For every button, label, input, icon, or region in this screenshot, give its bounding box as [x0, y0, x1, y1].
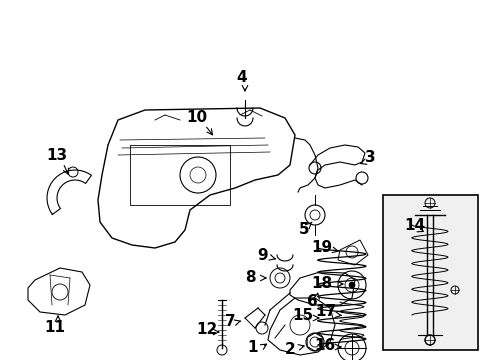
Bar: [382, 195, 477, 350]
Text: 7: 7: [224, 315, 235, 329]
Text: 2: 2: [284, 342, 295, 357]
Text: 6: 6: [306, 294, 317, 310]
Text: 10: 10: [186, 111, 207, 126]
Text: 16: 16: [314, 338, 335, 352]
Text: 17: 17: [315, 305, 336, 320]
Bar: [130, 145, 229, 205]
Text: 3: 3: [364, 150, 375, 166]
Text: 13: 13: [46, 148, 67, 162]
Text: 19: 19: [311, 240, 332, 256]
Text: 11: 11: [44, 320, 65, 336]
Text: 12: 12: [196, 323, 217, 338]
Text: 5: 5: [298, 222, 309, 238]
Text: 9: 9: [257, 248, 268, 262]
Text: 8: 8: [244, 270, 255, 284]
Circle shape: [348, 282, 354, 288]
Text: 18: 18: [311, 275, 332, 291]
Text: 15: 15: [292, 307, 313, 323]
Text: 14: 14: [404, 217, 425, 233]
Text: 4: 4: [236, 71, 247, 85]
Text: 1: 1: [247, 341, 258, 356]
